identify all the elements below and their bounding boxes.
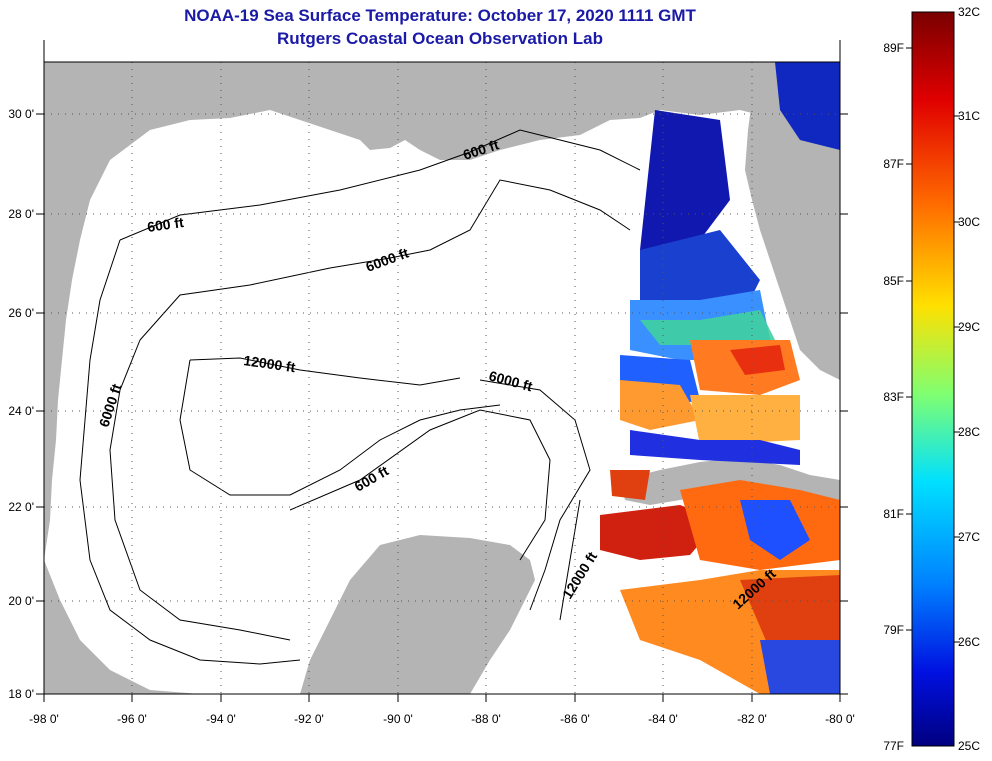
- axis-ticks: [36, 40, 848, 702]
- lat-tick-label: 18 0': [8, 687, 34, 701]
- colorbar-celsius-labels: 32C 31C 30C 29C 28C 27C 26C 25C: [958, 5, 980, 753]
- colorbar-c-label: 30C: [958, 215, 980, 229]
- lat-tick-label: 22 0': [8, 500, 34, 514]
- colorbar-c-label: 25C: [958, 739, 980, 753]
- colorbar-c-label: 32C: [958, 5, 980, 19]
- lat-tick-label: 20 0': [8, 594, 34, 608]
- lon-tick-label: -88 0': [471, 712, 501, 726]
- contour-label: 12000 ft: [243, 352, 297, 375]
- temperature-colorbar: [911, 11, 955, 747]
- colorbar-c-label: 26C: [958, 635, 980, 649]
- yucatan-peninsula: [300, 535, 535, 694]
- lat-tick-label: 28 0': [8, 207, 34, 221]
- latitude-labels: 30 0' 28 0' 26 0' 24 0' 22 0' 20 0' 18 0…: [8, 107, 34, 701]
- lon-tick-label: -90 0': [383, 712, 413, 726]
- colorbar-f-label: 79F: [883, 623, 904, 637]
- colorbar-c-label: 29C: [958, 320, 980, 334]
- contour-6000ft: [109, 179, 631, 641]
- contour-label: 600 ft: [146, 214, 185, 235]
- lat-tick-label: 26 0': [8, 306, 34, 320]
- colorbar-f-label: 81F: [883, 507, 904, 521]
- contour-600ft-yucatan: [289, 409, 551, 561]
- lon-tick-label: -94 0': [206, 712, 236, 726]
- longitude-labels: -98 0' -96 0' -94 0' -92 0' -90 0' -88 0…: [29, 712, 855, 726]
- lon-tick-label: -96 0': [117, 712, 147, 726]
- lat-tick-label: 24 0': [8, 404, 34, 418]
- lat-tick-label: 30 0': [8, 107, 34, 121]
- colorbar-c-label: 27C: [958, 530, 980, 544]
- mexico-landmass: [44, 560, 200, 694]
- map-subtitle: Rutgers Coastal Ocean Observation Lab: [277, 29, 603, 48]
- contour-12000ft: [179, 357, 581, 621]
- lon-tick-label: -84 0': [648, 712, 678, 726]
- lon-tick-label: -98 0': [29, 712, 59, 726]
- lat-lon-grid: [44, 62, 840, 694]
- colorbar-f-label: 87F: [883, 157, 904, 171]
- map-frame: [43, 61, 841, 695]
- colorbar-c-label: 31C: [958, 109, 980, 123]
- colorbar-f-label: 89F: [883, 41, 904, 55]
- colorbar-f-label: 85F: [883, 274, 904, 288]
- colorbar-fahrenheit-labels: 89F 87F 85F 83F 81F 79F 77F: [883, 41, 904, 753]
- colorbar-ticks: [906, 47, 960, 643]
- lon-tick-label: -92 0': [294, 712, 324, 726]
- colorbar-f-label: 83F: [883, 390, 904, 404]
- colorbar-f-label: 77F: [883, 739, 904, 753]
- contour-600ft: [79, 129, 641, 665]
- lon-tick-label: -80 0': [825, 712, 855, 726]
- map-title: NOAA-19 Sea Surface Temperature: October…: [184, 6, 696, 25]
- sst-swath: [600, 62, 840, 694]
- lon-tick-label: -82 0': [737, 712, 767, 726]
- colorbar-c-label: 28C: [958, 425, 980, 439]
- bathymetry-contours: [79, 129, 641, 665]
- lon-tick-label: -86 0': [560, 712, 590, 726]
